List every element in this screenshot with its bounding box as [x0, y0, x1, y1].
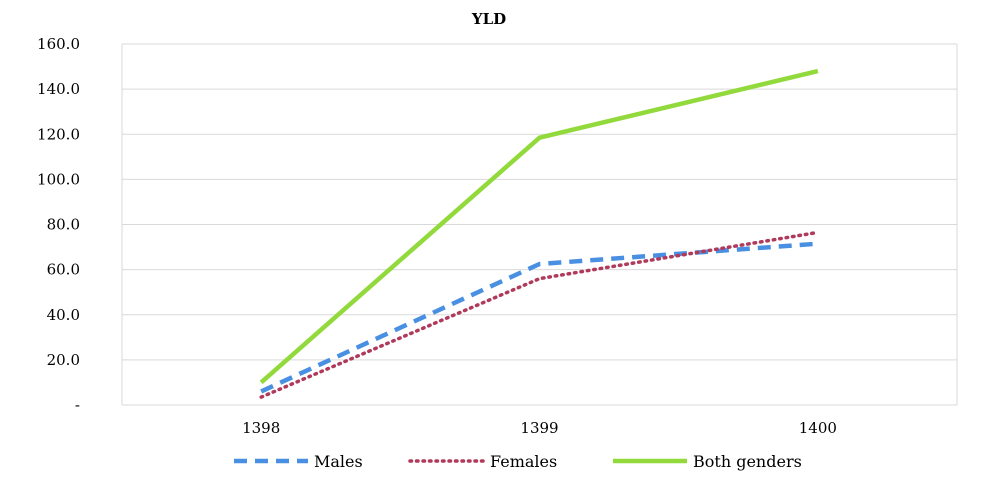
series-line-females [259, 230, 820, 399]
legend-label: Females [490, 452, 557, 471]
legend: Males Females Both genders [234, 452, 802, 471]
y-tick-label: 120.0 [37, 125, 80, 143]
axes: - 20.0 40.0 60.0 80.0 100.0 120.0 140.0 160.0 139… [37, 35, 958, 437]
x-tick-label: 1399 [520, 419, 558, 437]
series-line-males [260, 241, 818, 394]
y-tick-label: - [75, 396, 80, 414]
y-tick-label: 40.0 [47, 306, 80, 324]
x-tick-label: 1398 [242, 419, 280, 437]
y-tick-label: 140.0 [37, 80, 80, 98]
legend-label: Both genders [693, 452, 802, 471]
legend-label: Males [314, 452, 363, 471]
y-tick-label: 100.0 [37, 170, 80, 188]
series-line-both-genders [259, 68, 819, 385]
series-lines [259, 68, 820, 399]
y-tick-label: 20.0 [47, 351, 80, 369]
y-tick-label: 160.0 [37, 35, 80, 53]
chart-title: YLD [471, 10, 506, 28]
y-tick-label: 60.0 [47, 261, 80, 279]
x-tick-label: 1400 [799, 419, 837, 437]
y-tick-label: 80.0 [47, 216, 80, 234]
gridlines [122, 43, 957, 361]
